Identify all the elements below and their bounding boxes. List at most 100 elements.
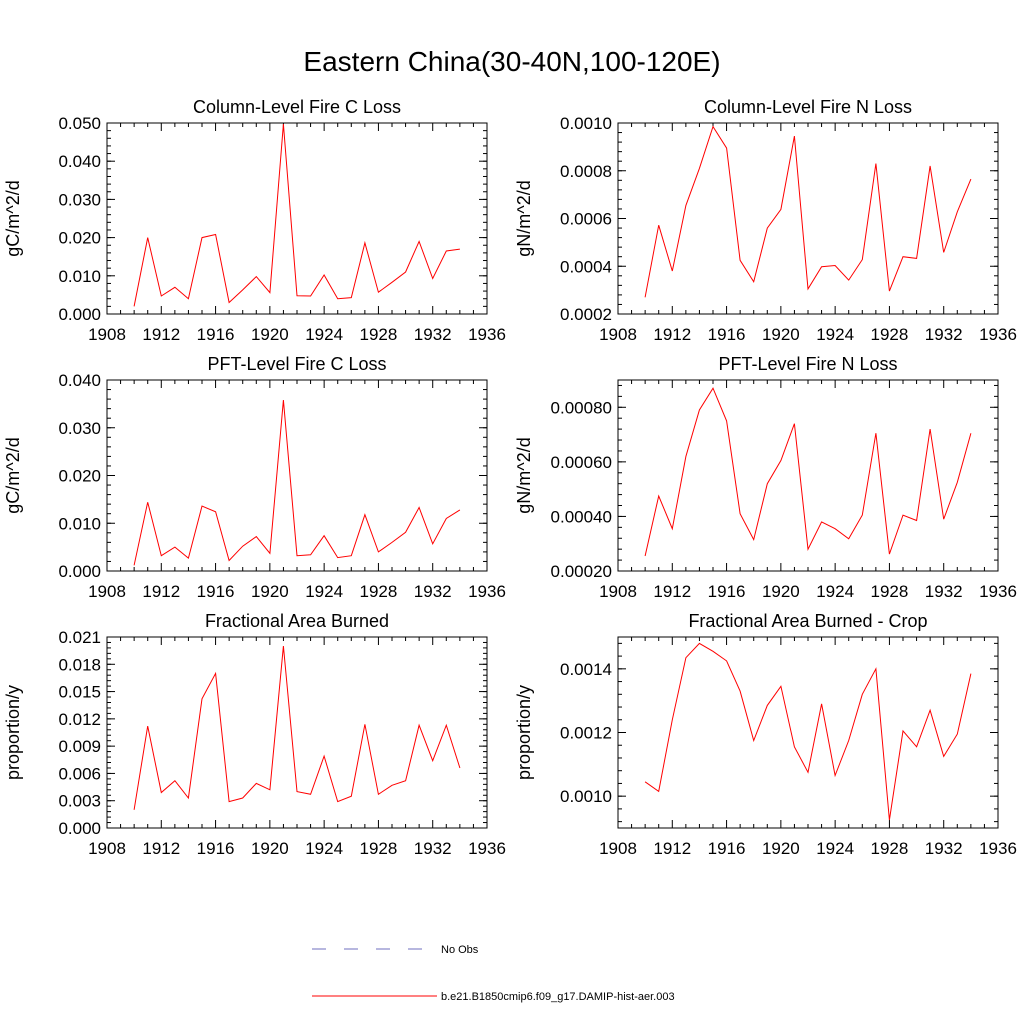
panel-4: 1908 1912 1916 1920 1924 1928 1932 1936 0.00020 0… [514, 354, 1017, 601]
y-tick-label: 0.0010 [560, 787, 612, 806]
x-tick-label: 1912 [142, 839, 180, 858]
plot-frame [106, 122, 488, 315]
x-tick-label: 1916 [708, 325, 746, 344]
series-line [133, 400, 461, 566]
x-tick-label: 1920 [251, 839, 289, 858]
y-axis-label: gC/m^2/d [3, 437, 23, 513]
x-tick-label: 1908 [88, 325, 126, 344]
x-tick-label: 1920 [762, 325, 800, 344]
y-tick-label: 0.0006 [560, 210, 612, 229]
panel-title: PFT-Level Fire C Loss [207, 354, 386, 374]
y-tick-label: 0.040 [58, 371, 101, 390]
x-tick-label: 1920 [762, 839, 800, 858]
x-tick-label: 1912 [142, 582, 180, 601]
series-line [133, 646, 461, 810]
y-tick-label: 0.012 [58, 710, 101, 729]
x-tick-label: 1928 [360, 325, 398, 344]
y-tick-label: 0.018 [58, 655, 101, 674]
y-tick-label: 0.015 [58, 683, 101, 702]
panel-3: 1908 1912 1916 1920 1924 1928 1932 1936 0.000 0.0… [3, 354, 506, 601]
y-tick-label: 0.0012 [560, 724, 612, 743]
x-tick-label: 1924 [305, 582, 343, 601]
y-tick-label: 0.0004 [560, 257, 612, 276]
panel-title: PFT-Level Fire N Loss [718, 354, 897, 374]
x-tick-label: 1908 [88, 839, 126, 858]
x-tick-label: 1932 [414, 582, 452, 601]
y-axis-label: proportion/y [3, 685, 23, 780]
x-tick-label: 1936 [979, 582, 1017, 601]
x-tick-label: 1908 [88, 582, 126, 601]
y-tick-label: 0.0010 [560, 114, 612, 133]
x-tick-label: 1932 [414, 839, 452, 858]
y-tick-label: 0.003 [58, 792, 101, 811]
x-tick-label: 1932 [414, 325, 452, 344]
x-tick-label: 1928 [871, 325, 909, 344]
x-tick-label: 1924 [816, 839, 854, 858]
y-tick-label: 0.010 [58, 514, 101, 533]
x-tick-label: 1912 [142, 325, 180, 344]
y-tick-label: 0.00060 [551, 453, 612, 472]
y-tick-label: 0.000 [58, 819, 101, 838]
plot-frame [617, 636, 999, 829]
y-tick-label: 0.050 [58, 114, 101, 133]
y-tick-label: 0.00040 [551, 507, 612, 526]
x-tick-label: 1912 [653, 325, 691, 344]
x-tick-label: 1924 [305, 839, 343, 858]
x-tick-label: 1916 [708, 582, 746, 601]
x-tick-label: 1936 [979, 325, 1017, 344]
x-tick-label: 1916 [197, 325, 235, 344]
plot-frame [106, 379, 488, 572]
x-tick-label: 1916 [708, 839, 746, 858]
y-tick-label: 0.0008 [560, 162, 612, 181]
panel-5: 1908 1912 1916 1920 1924 1928 1932 1936 0.000 0.0… [3, 611, 506, 858]
y-tick-label: 0.0002 [560, 305, 612, 324]
x-tick-label: 1908 [599, 325, 637, 344]
x-tick-label: 1928 [360, 839, 398, 858]
y-tick-label: 0.030 [58, 419, 101, 438]
x-tick-label: 1932 [925, 325, 963, 344]
panel-title: Fractional Area Burned [205, 611, 389, 631]
series-line [644, 125, 972, 298]
x-tick-label: 1920 [251, 582, 289, 601]
y-axis-label: gC/m^2/d [3, 180, 23, 256]
y-axis-label: gN/m^2/d [514, 180, 534, 256]
series-line [644, 387, 972, 557]
x-tick-label: 1936 [979, 839, 1017, 858]
y-tick-label: 0.000 [58, 562, 101, 581]
x-tick-label: 1924 [816, 582, 854, 601]
x-tick-label: 1908 [599, 839, 637, 858]
x-tick-label: 1920 [762, 582, 800, 601]
y-tick-label: 0.040 [58, 152, 101, 171]
x-tick-label: 1928 [360, 582, 398, 601]
panel-2: 1908 1912 1916 1920 1924 1928 1932 1936 0.0002 0.… [514, 97, 1017, 344]
legend-label: b.e21.B1850cmip6.f09_g17.DAMIP-hist-aer.… [441, 991, 675, 1003]
legend: No Obs b.e21.B1850cmip6.f09_g17.DAMIP-his… [312, 944, 675, 1003]
x-tick-label: 1936 [468, 325, 506, 344]
panel-title: Column-Level Fire C Loss [193, 97, 401, 117]
x-tick-label: 1924 [305, 325, 343, 344]
x-tick-label: 1932 [925, 839, 963, 858]
x-tick-label: 1920 [251, 325, 289, 344]
x-tick-label: 1928 [871, 582, 909, 601]
panel-6: 1908 1912 1916 1920 1924 1928 1932 1936 0.0010 0.… [514, 611, 1017, 858]
panel-title: Column-Level Fire N Loss [704, 97, 912, 117]
y-tick-label: 0.021 [58, 628, 101, 647]
y-tick-label: 0.0014 [560, 660, 612, 679]
y-tick-label: 0.009 [58, 737, 101, 756]
x-tick-label: 1924 [816, 325, 854, 344]
x-tick-label: 1928 [871, 839, 909, 858]
series-line [644, 642, 972, 821]
y-tick-label: 0.010 [58, 267, 101, 286]
x-tick-label: 1936 [468, 839, 506, 858]
y-tick-label: 0.020 [58, 229, 101, 248]
y-axis-label: gN/m^2/d [514, 437, 534, 513]
x-tick-label: 1908 [599, 582, 637, 601]
y-tick-label: 0.000 [58, 305, 101, 324]
x-tick-label: 1912 [653, 839, 691, 858]
x-tick-label: 1932 [925, 582, 963, 601]
series-line [133, 124, 460, 307]
x-tick-label: 1916 [197, 839, 235, 858]
y-tick-label: 0.020 [58, 467, 101, 486]
plot-frame [617, 379, 999, 572]
